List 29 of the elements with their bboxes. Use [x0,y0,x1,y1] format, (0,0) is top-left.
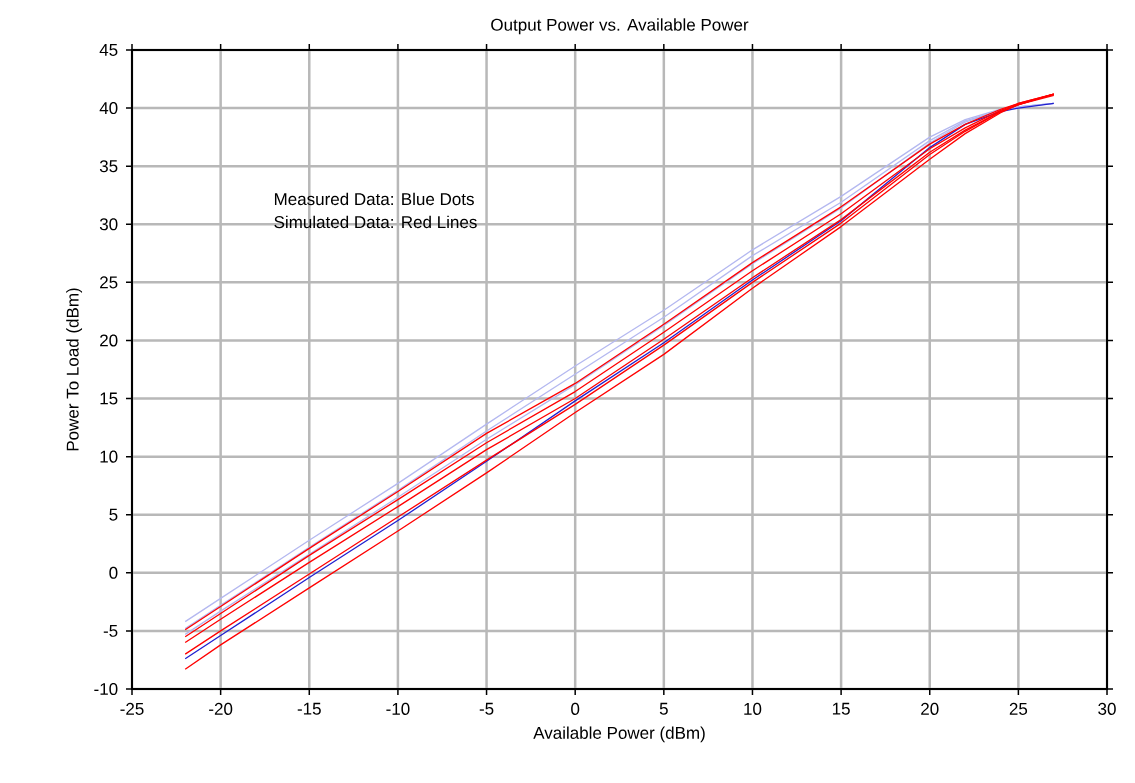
y-tick-label: 45 [99,44,118,56]
y-tick-label: -10 [94,682,118,696]
y-tick-label: 15 [100,392,118,405]
y-tick-label: 5 [109,508,118,521]
y-axis-title: Power To Load (dBm) [66,288,83,451]
annotation: Simulated Data: Red Lines [274,215,477,229]
x-tick-label: 25 [1009,702,1028,715]
x-tick-label: -25 [120,702,144,715]
x-tick-label: -5 [479,702,494,715]
x-tick-label: 20 [921,702,939,715]
x-tick-label: -10 [386,702,410,715]
y-tick-label: 30 [99,218,118,231]
y-tick-label: 25 [100,276,118,289]
x-tick-label: 15 [832,702,850,715]
y-tick-label: 35 [99,160,118,173]
x-tick-label: 30 [1098,702,1116,715]
y-tick-label: -5 [103,624,118,637]
x-tick-label: -15 [297,702,321,715]
x-tick-label: 10 [744,702,762,715]
annotation: Measured Data: Blue Dots [274,192,474,206]
x-tick-label: 0 [571,702,580,715]
x-tick-label: 5 [659,702,668,715]
x-tick-label: -20 [209,702,233,715]
x-axis-title: Available Power (dBm) [533,726,705,743]
chart-title: Output Power vs. Available Power [491,18,749,35]
y-tick-label: 0 [109,566,118,579]
y-tick-label: 10 [100,450,118,463]
y-tick-label: 40 [99,102,118,115]
y-tick-label: 20 [100,334,118,347]
